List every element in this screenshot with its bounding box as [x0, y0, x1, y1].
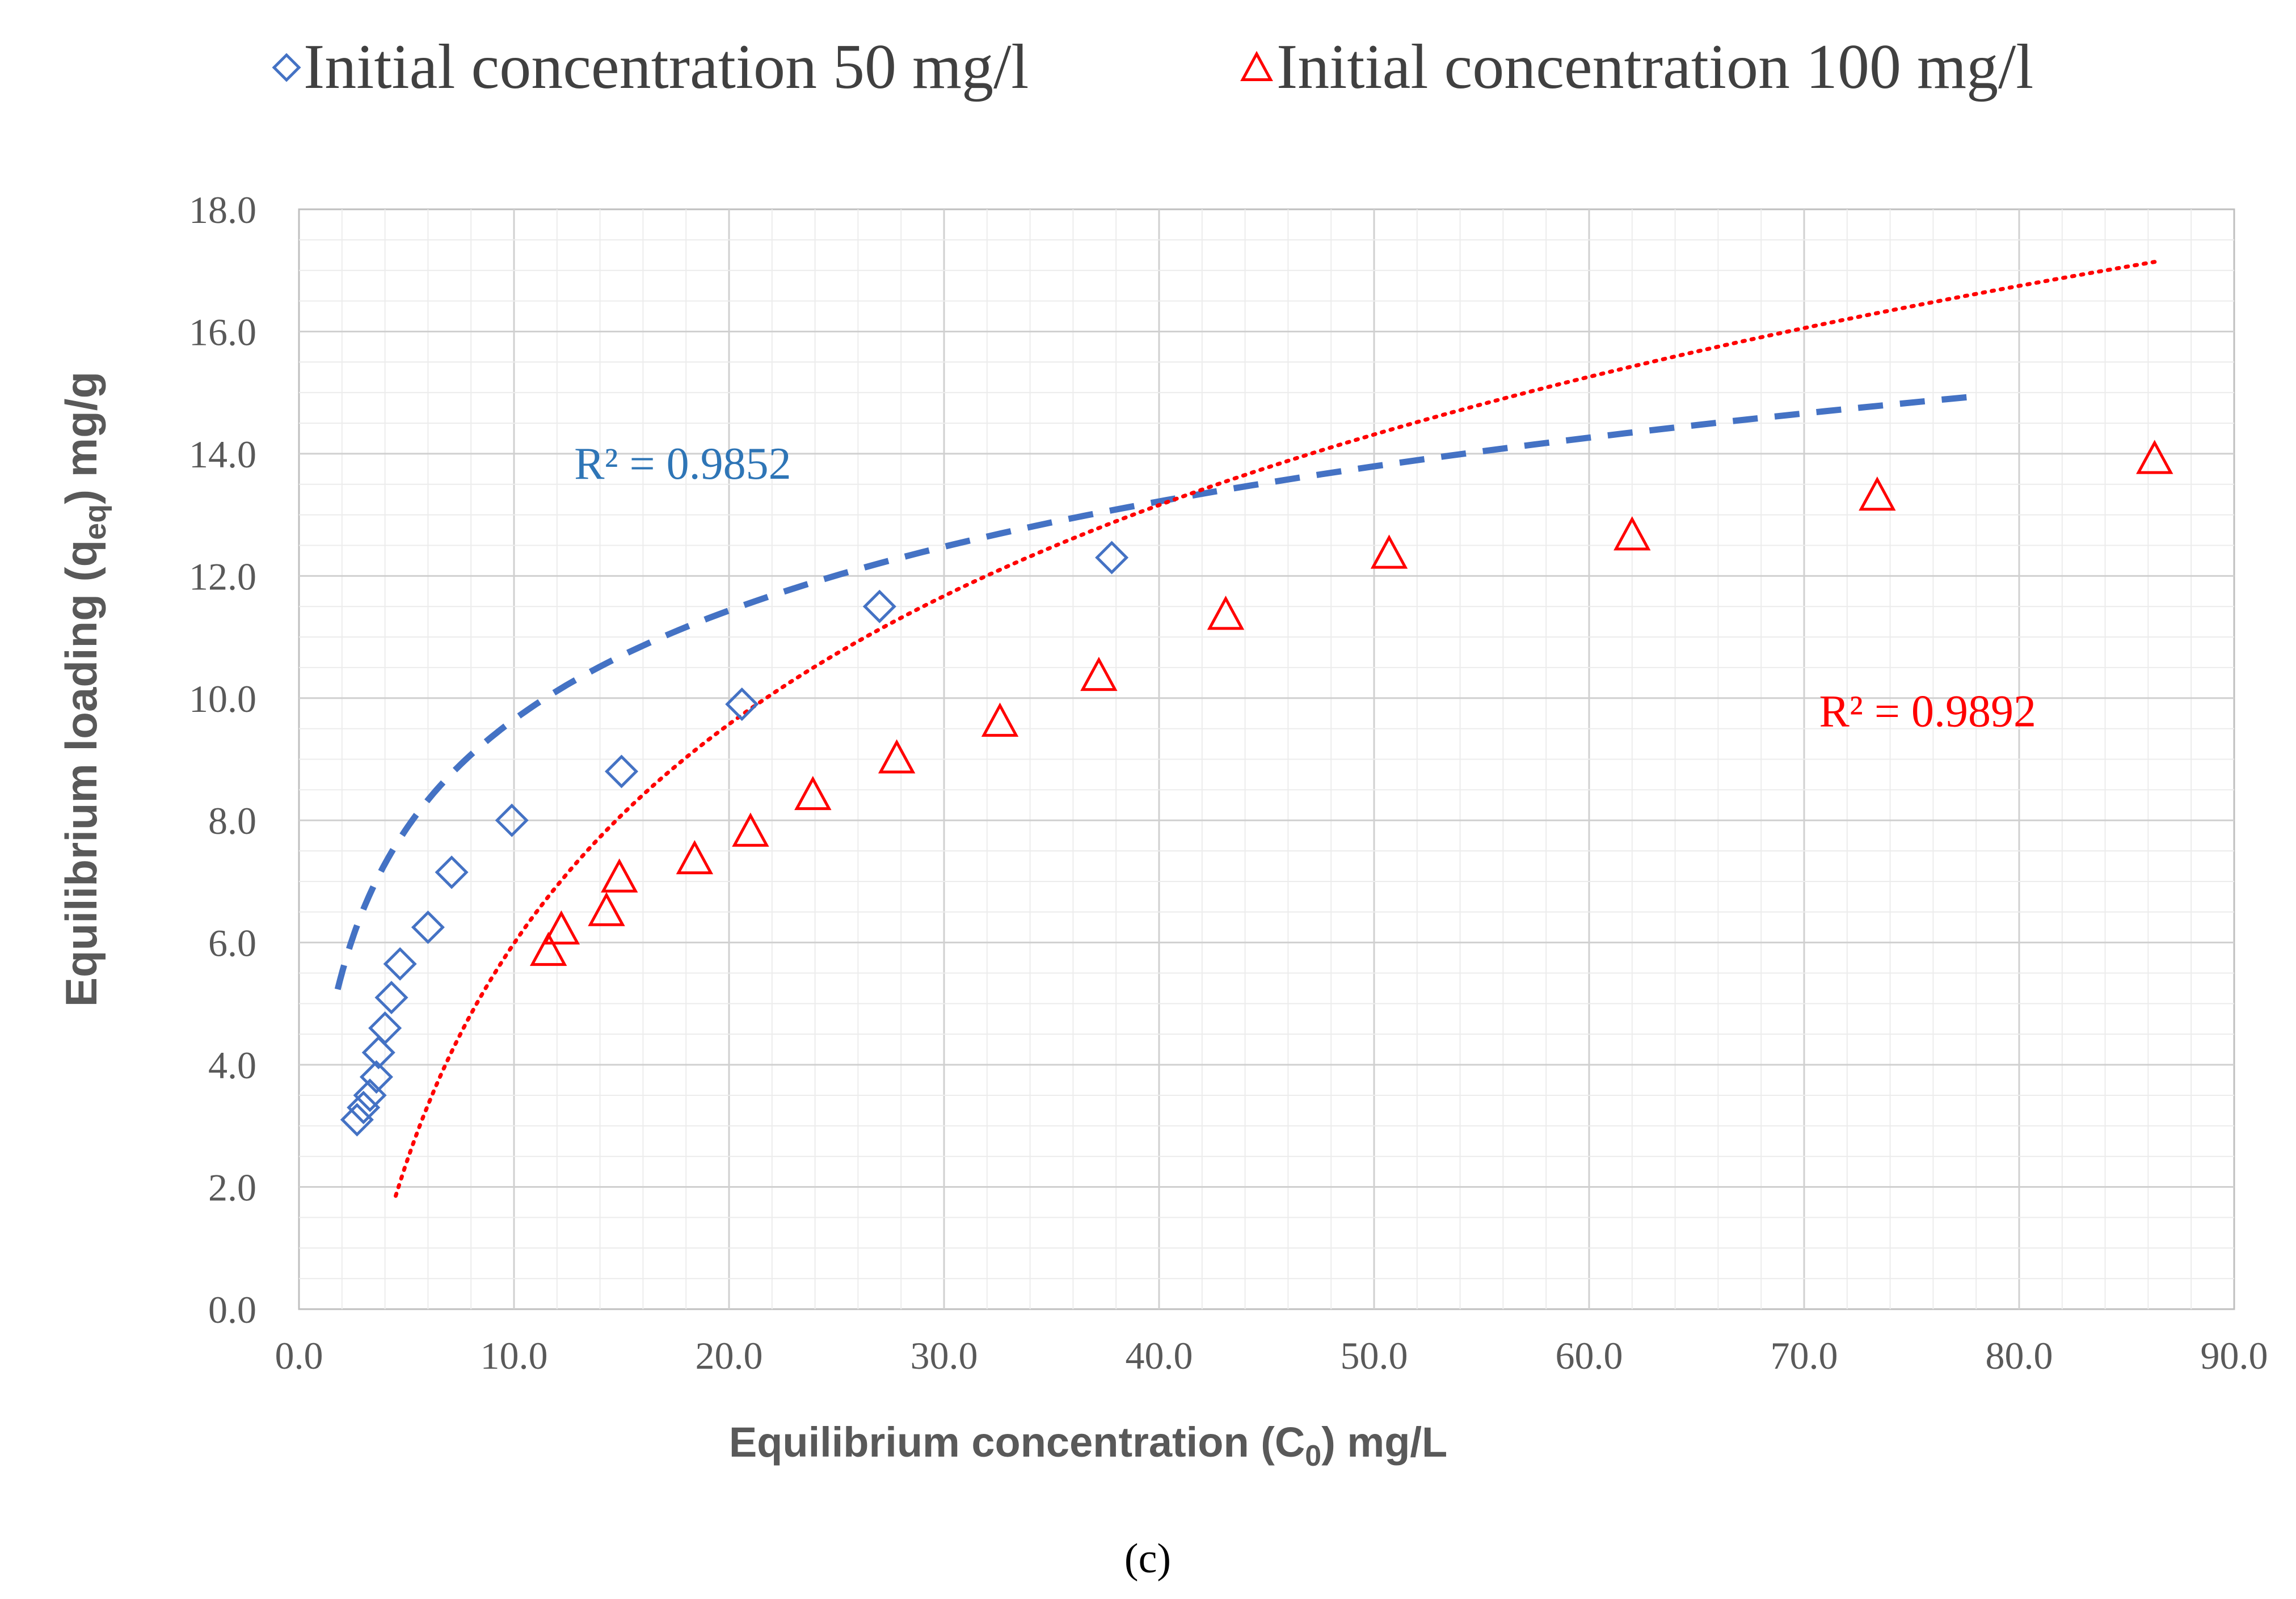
y-tick-label: 6.0: [208, 922, 256, 965]
diamond-marker-series-0: [725, 687, 759, 722]
y-tick-label: 4.0: [208, 1044, 256, 1087]
triangle-marker-series-1: [1207, 596, 1245, 630]
x-tick-label: 0.0: [275, 1334, 323, 1377]
data-points: [340, 440, 2173, 1137]
x-tick-label: 60.0: [1556, 1334, 1623, 1377]
triangle-marker-series-1: [542, 910, 580, 945]
x-axis-title-tail: ) mg/L: [1321, 1419, 1447, 1466]
panel-label: (c): [1124, 1535, 1171, 1582]
triangle-marker-series-1: [588, 892, 625, 926]
diamond-marker-series-0: [359, 1060, 393, 1094]
triangle-marker-series-1: [794, 775, 832, 811]
legend-diamond-icon: [272, 53, 301, 82]
y-tick-label: 0.0: [208, 1288, 256, 1331]
diamond-marker-series-0: [374, 981, 408, 1015]
triangle-marker-series-1: [2136, 440, 2173, 474]
triangle-marker-series-1: [601, 858, 638, 893]
legend-item-series-50: Initial concentration 50 mg/l: [272, 32, 1029, 102]
trendline-series-0: [334, 393, 1977, 990]
diamond-marker-series-0: [604, 754, 639, 788]
x-tick-label: 50.0: [1341, 1334, 1408, 1377]
diamond-marker-series-0: [435, 855, 469, 889]
diamond-marker-series-0: [862, 589, 896, 623]
y-tick-label: 12.0: [189, 555, 256, 598]
x-tick-label: 90.0: [2201, 1334, 2268, 1377]
triangle-marker-series-1: [981, 702, 1019, 737]
legend-label-series-100: Initial concentration 100 mg/l: [1277, 32, 2033, 102]
triangle-marker-series-1: [878, 739, 916, 774]
x-tick-label: 10.0: [481, 1334, 548, 1377]
x-axis-title-subscript: 0: [1305, 1440, 1321, 1473]
x-tick-label: 40.0: [1126, 1334, 1193, 1377]
diamond-marker-series-0: [1095, 541, 1129, 575]
x-tick-label: 80.0: [1986, 1334, 2053, 1377]
legend-item-series-100: Initial concentration 100 mg/l: [1240, 32, 2033, 102]
diamond-marker-series-0: [340, 1103, 374, 1137]
triangle-marker-series-1: [676, 839, 714, 875]
triangle-marker-series-1: [1370, 534, 1408, 569]
y-tick-label: 18.0: [189, 188, 256, 231]
x-tick-label: 20.0: [696, 1334, 763, 1377]
y-axis-title-tail: ) mg/g: [56, 372, 106, 504]
y-tick-label: 16.0: [189, 310, 256, 353]
y-axis-title: Equilibrium loading (qeq) mg/g: [56, 372, 112, 1007]
y-tick-label: 14.0: [189, 433, 256, 476]
x-axis-title-main: Equilibrium concentration (C: [729, 1419, 1305, 1466]
x-tick-label: 70.0: [1771, 1334, 1838, 1377]
triangle-marker-series-1: [529, 931, 567, 966]
legend-triangle-icon: [1240, 50, 1273, 81]
gridlines: [299, 209, 2234, 1309]
diamond-marker-series-0: [361, 1036, 395, 1070]
y-axis-title-subscript: eq: [78, 504, 112, 540]
diamond-marker-series-0: [368, 1011, 402, 1045]
y-tick-label: 2.0: [208, 1166, 256, 1209]
diamond-marker-series-0: [353, 1078, 387, 1112]
triangle-marker-series-1: [732, 812, 769, 847]
axis-tick-labels: 0.0 10.0 20.0 30.0 40.0 50.0 60.0 70.0 80.0 90.0 0…: [189, 188, 2268, 1377]
y-axis-title-main: Equilibrium loading (q: [56, 540, 106, 1007]
trendline-series-1: [394, 260, 2157, 1198]
legend: Initial concentration 50 mg/l Initial co…: [272, 32, 2033, 102]
x-tick-label: 30.0: [911, 1334, 978, 1377]
r-squared-label-series-100: R² = 0.9892: [1819, 686, 2036, 736]
trendlines: [334, 260, 2157, 1198]
diamond-marker-series-0: [411, 910, 445, 944]
y-tick-label: 8.0: [208, 799, 256, 842]
x-axis-title: Equilibrium concentration (C0) mg/L: [729, 1419, 1447, 1473]
triangle-marker-series-1: [1859, 476, 1896, 511]
triangle-marker-series-1: [1080, 656, 1118, 691]
diamond-marker-series-0: [383, 947, 417, 981]
diamond-marker-series-0: [347, 1090, 381, 1125]
y-tick-label: 10.0: [189, 677, 256, 720]
triangle-marker-series-1: [1613, 516, 1651, 551]
r-squared-label-series-50: R² = 0.9852: [574, 439, 791, 489]
diamond-marker-series-0: [495, 803, 529, 837]
legend-label-series-50: Initial concentration 50 mg/l: [304, 32, 1029, 102]
